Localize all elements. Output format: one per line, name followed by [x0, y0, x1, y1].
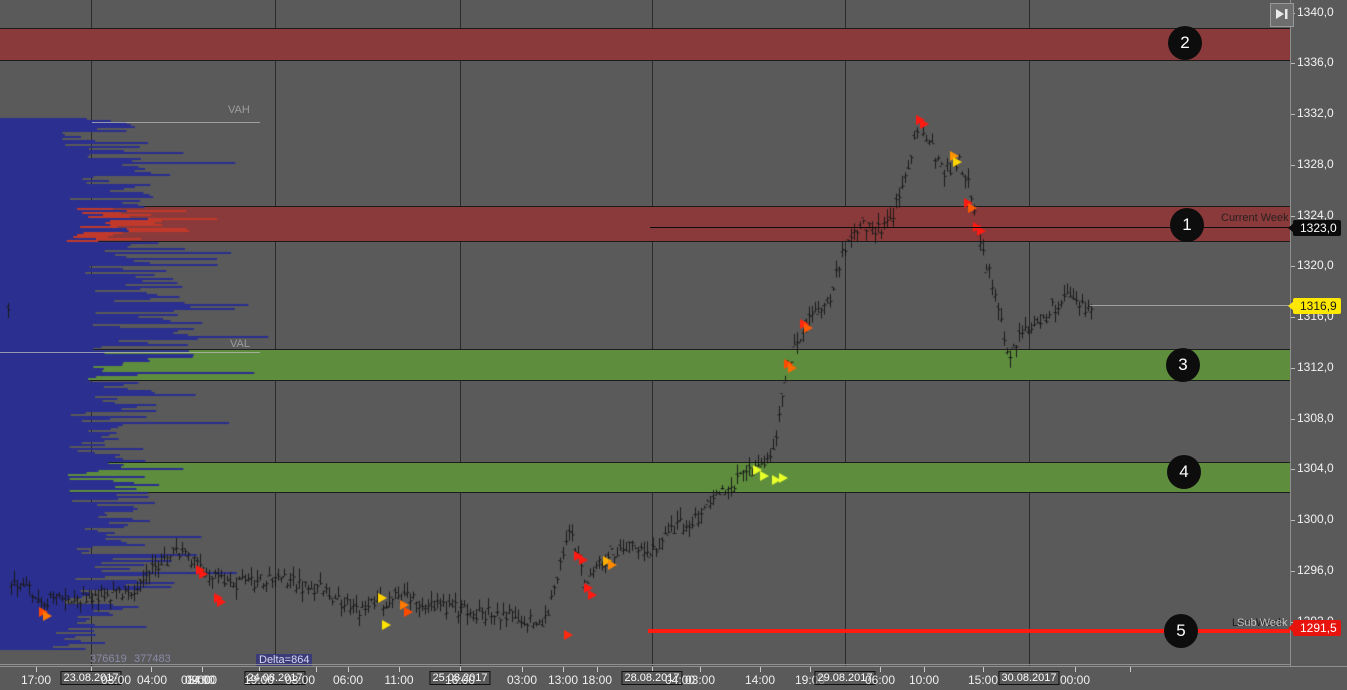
time-tick-mark	[810, 667, 811, 672]
price-tick-mark	[1291, 418, 1295, 420]
time-axis-date: 23.08.2017	[60, 671, 122, 685]
current-week-label: Current Week	[1221, 212, 1289, 224]
zone-badge-4[interactable]: 4	[1167, 455, 1201, 489]
time-axis-date: 25.08.2017	[429, 671, 491, 685]
time-axis-label: 04:00	[664, 673, 696, 687]
time-axis-date: 30.08.2017	[998, 671, 1060, 685]
time-axis-label: 03:00	[100, 673, 132, 687]
time-tick-mark	[597, 667, 598, 672]
time-axis-date: 29.08.2017	[814, 671, 876, 685]
price-tick-mark	[1291, 367, 1295, 369]
time-axis-label: 10:00	[908, 673, 940, 687]
plot-bottom-border	[0, 664, 1290, 665]
last-week-label: Last Week	[1232, 617, 1284, 629]
time-tick-mark	[348, 667, 349, 672]
time-axis-label: 00:00	[1059, 673, 1091, 687]
zone-badge-2[interactable]: 2	[1168, 26, 1202, 60]
price-tick-label: 1296,0	[1297, 562, 1334, 577]
last-price-line	[1090, 305, 1290, 306]
time-axis-label: 11:00	[384, 673, 414, 687]
price-tick-mark	[1291, 520, 1295, 522]
price-tick-mark	[1291, 317, 1295, 319]
skip-to-end-icon	[1276, 9, 1288, 19]
last-week-line[interactable]	[648, 629, 1290, 633]
candlestick-series	[0, 0, 1290, 666]
price-tick-label: 1304,0	[1297, 461, 1334, 476]
time-axis-label: 15:00	[967, 673, 999, 687]
time-axis-label: 06:00	[332, 673, 364, 687]
current-week-line[interactable]	[650, 227, 1290, 228]
time-axis-label: 04:00	[136, 673, 168, 687]
price-chart-plot[interactable]: VAH VAL Current Week Last Week Sub Week …	[0, 0, 1290, 666]
time-tick-mark	[522, 667, 523, 672]
time-axis-date: 28.08.2017	[621, 671, 683, 685]
time-tick-mark	[259, 667, 260, 672]
time-tick-mark	[460, 667, 461, 672]
price-tick-label: 1300,0	[1297, 512, 1334, 527]
time-axis-label: 03:00	[684, 673, 716, 687]
time-tick-mark	[880, 667, 881, 672]
time-axis-label: 09:00	[184, 673, 216, 687]
line-5-tag[interactable]: 1291,5	[1288, 619, 1341, 636]
volume-stat-b: 377483	[134, 653, 171, 665]
time-tick-mark	[983, 667, 984, 672]
skip-to-end-button[interactable]	[1270, 3, 1294, 27]
price-tick-mark	[1291, 164, 1295, 166]
price-tick-label: 1328,0	[1297, 156, 1334, 171]
time-tick-mark	[700, 667, 701, 672]
last-price-tag[interactable]: 1316,9	[1288, 297, 1341, 314]
time-tick-mark	[563, 667, 564, 672]
time-axis-label: 08:00	[180, 673, 212, 687]
price-axis[interactable]: 1340,0 1336,0 1332,0 1328,0 1324,0 1320,0 1316…	[1288, 0, 1347, 666]
time-axis-label: 03:00	[506, 673, 538, 687]
volume-stat-a: 376619	[90, 653, 127, 665]
time-axis-label: 18:00	[581, 673, 613, 687]
time-axis-label: 16:00	[444, 673, 476, 687]
price-tick-label: 1320,0	[1297, 258, 1334, 273]
time-tick-mark	[760, 667, 761, 672]
vah-label: VAH	[228, 104, 250, 116]
vah-line	[92, 122, 260, 123]
time-axis-date: 24.08.2017	[244, 671, 306, 685]
time-axis-label: 17:00	[20, 673, 52, 687]
price-tick-label: 1312,0	[1297, 359, 1334, 374]
zone-badge-1[interactable]: 1	[1170, 208, 1204, 242]
time-tick-mark	[316, 667, 317, 672]
zone-badge-3[interactable]: 3	[1166, 348, 1200, 382]
time-tick-mark	[652, 667, 653, 672]
price-tick-mark	[1291, 63, 1295, 65]
price-tick-label: 1324,0	[1297, 207, 1334, 222]
price-tick-label: 1340,0	[1297, 4, 1334, 19]
val-label: VAL	[230, 338, 250, 350]
time-tick-mark	[151, 667, 152, 672]
price-tick-label: 1332,0	[1297, 106, 1334, 121]
delta-stat: Delta=864	[256, 654, 313, 666]
time-axis[interactable]: 17:00 23.08.2017 03:00 04:00 08:00 09:00 24.08…	[0, 666, 1347, 690]
time-axis-label: 14:00	[186, 673, 218, 687]
time-axis-label: 19:00	[243, 673, 275, 687]
time-tick-mark	[36, 667, 37, 672]
sub-week-label: Sub Week	[1237, 617, 1288, 629]
time-tick-mark	[1075, 667, 1076, 672]
price-tick-mark	[1291, 469, 1295, 471]
zone-badge-5[interactable]: 5	[1164, 614, 1198, 648]
val-line	[0, 352, 260, 353]
price-tick-mark	[1291, 266, 1295, 268]
time-tick-mark	[924, 667, 925, 672]
time-tick-mark	[1130, 667, 1131, 672]
prior-close-tag[interactable]: 1323,0	[1288, 220, 1341, 237]
price-tick-label: 1308,0	[1297, 410, 1334, 425]
price-tick-mark	[1291, 114, 1295, 116]
time-axis-label: 14:00	[744, 673, 776, 687]
time-axis-label: 06:00	[864, 673, 896, 687]
time-axis-label: 03:00	[284, 673, 316, 687]
time-tick-mark	[399, 667, 400, 672]
time-tick-mark	[91, 667, 92, 672]
time-tick-mark	[202, 667, 203, 672]
time-axis-label: 13:00	[547, 673, 579, 687]
price-tick-label: 1336,0	[1297, 55, 1334, 70]
price-tick-mark	[1291, 215, 1295, 217]
price-tick-mark	[1291, 570, 1295, 572]
